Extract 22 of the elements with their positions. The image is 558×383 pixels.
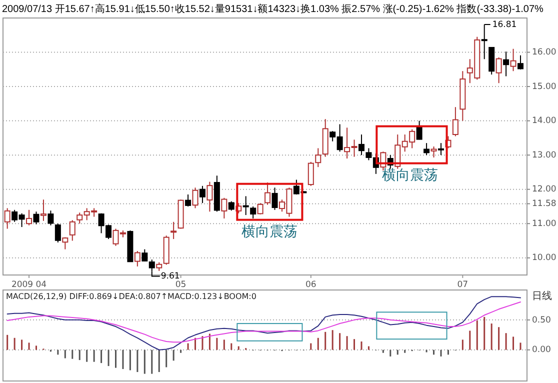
x-tick-label: 06 [305,280,316,290]
annotation: 横向震荡 [242,224,298,240]
x-tick-label: 2009 04 [11,280,47,290]
y-tick-label: 0.00 [532,345,551,356]
y-tick-label: 12.00 [532,184,556,195]
text: 日线 [532,290,552,302]
chart-title: MACD(26,12,9) DIFF:0.869↓DEA:0.807↑MACD:0.123↓BOOM:0 [6,292,256,301]
x-tick-label: 05 [175,280,186,290]
y-tick-label: 15.00 [532,82,556,92]
y-tick-label: 16.00 [532,48,556,58]
y-tick-label: 13.00 [532,150,556,160]
y-tick-label: 10.00 [532,253,556,264]
y-tick-label: 0.50 [532,315,551,326]
line-series [6,301,521,343]
chart-subtitle: 2009/07/13 开15.67↑高15.91↓低15.50↑收15.52↓量91531↓额14323↓换1.03% 振2.57% 涨(-0.25)-1.62% 指数(-33.38)-1.07% [2,3,544,15]
y-tick-label: 11.00 [532,218,556,229]
annotation: 横向震荡 [382,168,438,184]
y-tick-label: 11.58 [532,199,556,210]
y-tick-label: 14.00 [532,116,556,126]
annotation: 9.61 [160,272,180,282]
x-tick-label: 07 [457,280,468,290]
annotation: 16.81 [492,20,517,30]
